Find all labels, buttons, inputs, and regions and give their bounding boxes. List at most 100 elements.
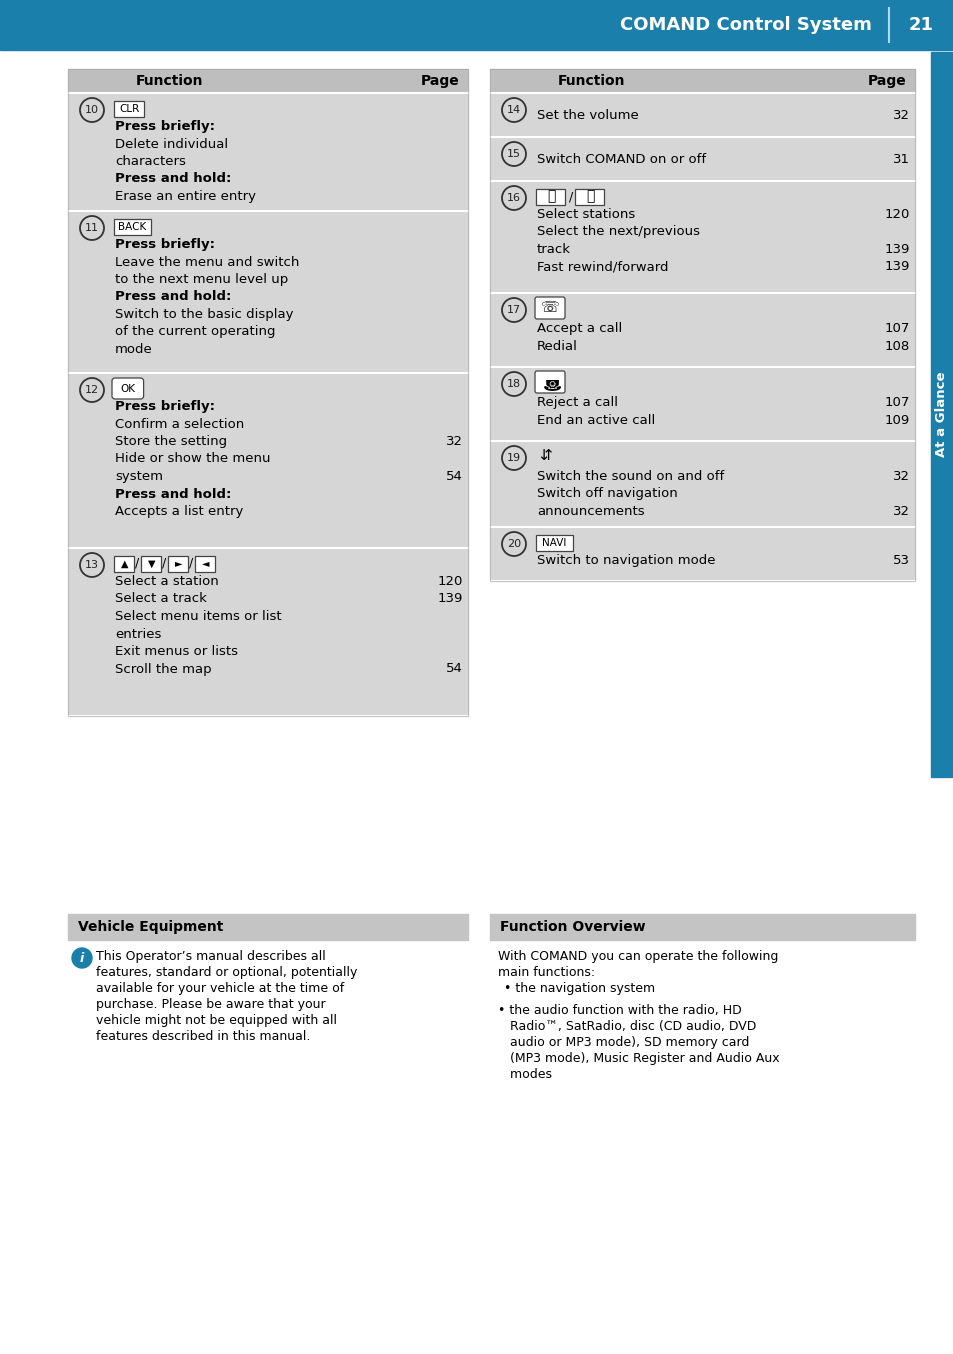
Text: announcements: announcements (537, 505, 644, 519)
Text: ☎: ☎ (540, 375, 558, 390)
FancyBboxPatch shape (169, 555, 189, 571)
Text: 13: 13 (85, 561, 99, 570)
Bar (490, 93, 914, 137)
Text: Press briefly:: Press briefly: (115, 238, 214, 250)
Text: /: / (135, 556, 139, 570)
Text: characters: characters (115, 154, 186, 168)
Text: Delete individual: Delete individual (115, 138, 228, 150)
FancyBboxPatch shape (112, 378, 144, 399)
Text: 11: 11 (85, 223, 99, 233)
Text: With COMAND you can operate the following: With COMAND you can operate the followin… (497, 951, 778, 963)
Text: Press and hold:: Press and hold: (115, 172, 232, 185)
Text: ▲: ▲ (121, 558, 128, 569)
Text: 32: 32 (892, 110, 909, 122)
Text: Set the volume: Set the volume (537, 110, 639, 122)
Text: of the current operating: of the current operating (115, 325, 275, 338)
FancyBboxPatch shape (114, 555, 134, 571)
Bar (0, 0, 953, 50)
Text: COMAND Control System: COMAND Control System (619, 16, 871, 34)
Text: 18: 18 (506, 379, 520, 389)
Text: Press and hold:: Press and hold: (115, 487, 232, 501)
Text: Hide or show the menu: Hide or show the menu (115, 452, 271, 466)
Text: track: track (537, 242, 571, 256)
Text: End an active call: End an active call (537, 413, 655, 427)
Circle shape (71, 948, 91, 968)
Text: Erase an entire entry: Erase an entire entry (115, 190, 255, 203)
Text: At a Glance: At a Glance (934, 372, 947, 458)
Text: NAVI: NAVI (542, 538, 566, 547)
Bar (68, 372, 468, 548)
Text: Select a track: Select a track (115, 593, 207, 605)
Text: ⏮: ⏮ (585, 190, 594, 203)
Text: i: i (80, 952, 84, 964)
FancyBboxPatch shape (575, 188, 604, 204)
FancyBboxPatch shape (141, 555, 161, 571)
Text: This Operator’s manual describes all: This Operator’s manual describes all (96, 951, 325, 963)
Text: Switch to navigation mode: Switch to navigation mode (537, 554, 715, 567)
Text: ◄: ◄ (201, 558, 209, 569)
Text: 21: 21 (907, 16, 933, 34)
Text: Store the setting: Store the setting (115, 435, 227, 448)
Text: 32: 32 (892, 505, 909, 519)
Text: features, standard or optional, potentially: features, standard or optional, potentia… (96, 965, 357, 979)
Bar (930, 51, 951, 777)
Text: Function Overview: Function Overview (499, 919, 645, 934)
Text: Page: Page (867, 74, 906, 88)
Text: Exit menus or lists: Exit menus or lists (115, 645, 237, 658)
Text: Select the next/previous: Select the next/previous (537, 226, 700, 238)
Text: 12: 12 (85, 385, 99, 395)
Text: Accept a call: Accept a call (537, 322, 621, 334)
Text: entries: entries (115, 627, 161, 640)
Text: Select stations: Select stations (537, 209, 635, 221)
Text: modes: modes (497, 1068, 552, 1080)
FancyBboxPatch shape (536, 188, 565, 204)
Text: ▼: ▼ (148, 558, 155, 569)
Text: Press briefly:: Press briefly: (115, 399, 214, 413)
Text: Confirm a selection: Confirm a selection (115, 417, 244, 431)
Bar (68, 211, 468, 372)
Bar (490, 367, 914, 441)
Text: vehicle might not be equipped with all: vehicle might not be equipped with all (96, 1014, 336, 1026)
Text: (MP3 mode), Music Register and Audio Aux: (MP3 mode), Music Register and Audio Aux (497, 1052, 779, 1066)
Text: Select a station: Select a station (115, 575, 218, 588)
Text: Scroll the map: Scroll the map (115, 662, 212, 676)
Text: Switch the sound on and off: Switch the sound on and off (537, 470, 723, 483)
Text: audio or MP3 mode), SD memory card: audio or MP3 mode), SD memory card (497, 1036, 749, 1049)
Text: 109: 109 (883, 413, 909, 427)
Bar (68, 914, 468, 940)
Text: /: / (568, 190, 573, 203)
Text: ⏭: ⏭ (546, 190, 555, 203)
Text: Press and hold:: Press and hold: (115, 291, 232, 303)
Text: Accepts a list entry: Accepts a list entry (115, 505, 243, 519)
Text: 139: 139 (883, 260, 909, 274)
Bar (68, 69, 468, 93)
Text: Switch off navigation: Switch off navigation (537, 487, 677, 501)
FancyBboxPatch shape (114, 100, 144, 116)
Bar (490, 292, 914, 367)
Text: Function: Function (136, 74, 203, 88)
Text: ⇵: ⇵ (538, 448, 551, 463)
Bar (490, 181, 914, 292)
Text: 16: 16 (506, 194, 520, 203)
Text: mode: mode (115, 343, 152, 356)
Text: BACK: BACK (118, 222, 147, 232)
Text: ►: ► (174, 558, 182, 569)
Text: system: system (115, 470, 163, 483)
Text: 107: 107 (883, 395, 909, 409)
Text: main functions:: main functions: (497, 965, 595, 979)
Text: 17: 17 (506, 305, 520, 315)
Bar (490, 137, 914, 181)
Text: Function: Function (558, 74, 625, 88)
Text: Reject a call: Reject a call (537, 395, 618, 409)
Text: • the navigation system: • the navigation system (499, 982, 655, 995)
FancyBboxPatch shape (535, 371, 564, 393)
FancyBboxPatch shape (114, 218, 151, 234)
Text: • the audio function with the radio, HD: • the audio function with the radio, HD (497, 1005, 741, 1017)
FancyBboxPatch shape (195, 555, 215, 571)
Bar (490, 69, 914, 581)
Text: available for your vehicle at the time of: available for your vehicle at the time o… (96, 982, 344, 995)
Bar (490, 69, 914, 93)
Text: Select menu items or list: Select menu items or list (115, 611, 281, 623)
Text: 139: 139 (437, 593, 462, 605)
Text: /: / (190, 556, 193, 570)
